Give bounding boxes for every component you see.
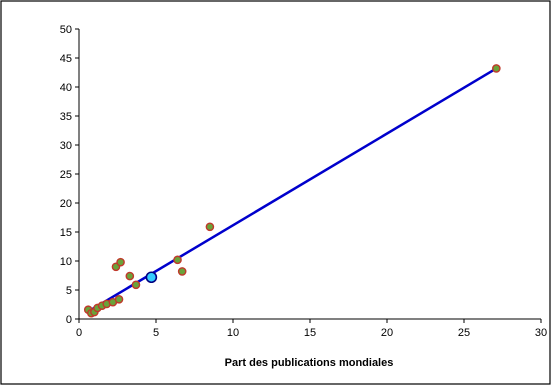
data-point bbox=[131, 280, 141, 290]
y-axis-ticks: 0 5 10 15 20 25 30 35 40 45 50 bbox=[60, 24, 79, 326]
x-tick-label: 0 bbox=[76, 327, 82, 339]
x-axis-label: Part des publications mondiales bbox=[225, 357, 394, 369]
y-tick-label: 30 bbox=[60, 140, 72, 152]
y-tick-label: 40 bbox=[60, 82, 72, 94]
x-tick-label: 10 bbox=[227, 327, 239, 339]
data-point bbox=[125, 271, 135, 281]
data-point bbox=[177, 267, 187, 276]
y-tick-label: 45 bbox=[60, 53, 72, 65]
x-tick-label: 25 bbox=[458, 327, 470, 339]
x-axis-ticks: 0 5 10 15 20 25 30 bbox=[76, 319, 547, 339]
trendline-group bbox=[87, 67, 497, 313]
y-tick-label: 50 bbox=[60, 24, 72, 36]
y-tick-label: 25 bbox=[60, 169, 72, 181]
y-tick-label: 15 bbox=[60, 227, 72, 239]
y-tick-label: 20 bbox=[60, 198, 72, 210]
highlighted-data-point bbox=[145, 271, 158, 284]
y-tick-label: 10 bbox=[60, 256, 72, 268]
data-point bbox=[492, 64, 501, 73]
y-tick-label: 5 bbox=[66, 285, 72, 297]
scatter-points bbox=[83, 64, 501, 318]
y-tick-label: 35 bbox=[60, 111, 72, 123]
x-tick-label: 20 bbox=[381, 327, 393, 339]
data-point bbox=[116, 257, 125, 267]
x-tick-label: 30 bbox=[535, 327, 547, 339]
x-tick-label: 5 bbox=[153, 327, 159, 339]
data-point bbox=[205, 222, 215, 232]
data-point bbox=[173, 255, 182, 265]
trendline bbox=[87, 67, 497, 313]
data-point bbox=[114, 294, 124, 304]
y-tick-label: 0 bbox=[66, 314, 72, 326]
x-tick-label: 15 bbox=[304, 327, 316, 339]
